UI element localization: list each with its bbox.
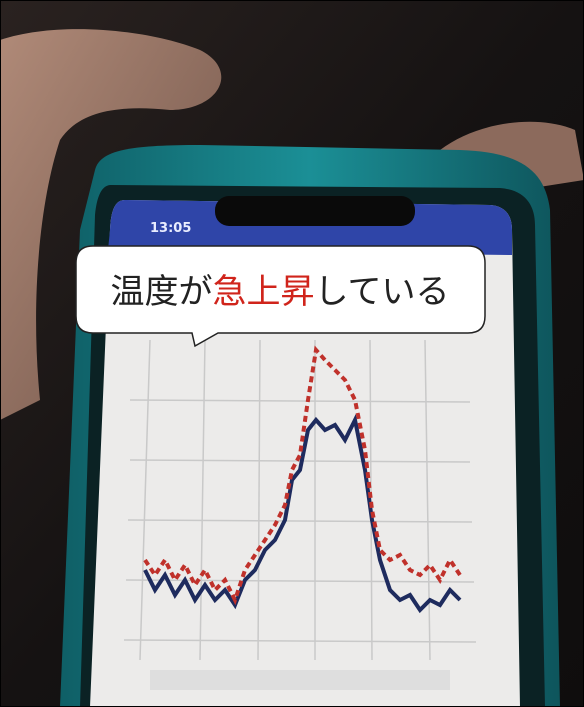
- speech-bubble: [75, 245, 486, 348]
- hand: [0, 29, 222, 421]
- screen-chart-grid: [123, 339, 477, 661]
- screen-chart-line: [143, 413, 462, 614]
- screen-chart-line: [143, 345, 462, 606]
- notch: [215, 196, 415, 226]
- bubble-text-part: 温度が: [111, 272, 213, 312]
- bubble-text-part: している: [315, 272, 450, 312]
- screen-chart-axis-labels: [150, 670, 450, 690]
- bubble-highlight: 急上昇: [213, 272, 315, 312]
- thumb: [440, 121, 584, 190]
- status-time: 13:05: [150, 221, 191, 236]
- bubble-text: 温度が急上昇している: [111, 272, 450, 312]
